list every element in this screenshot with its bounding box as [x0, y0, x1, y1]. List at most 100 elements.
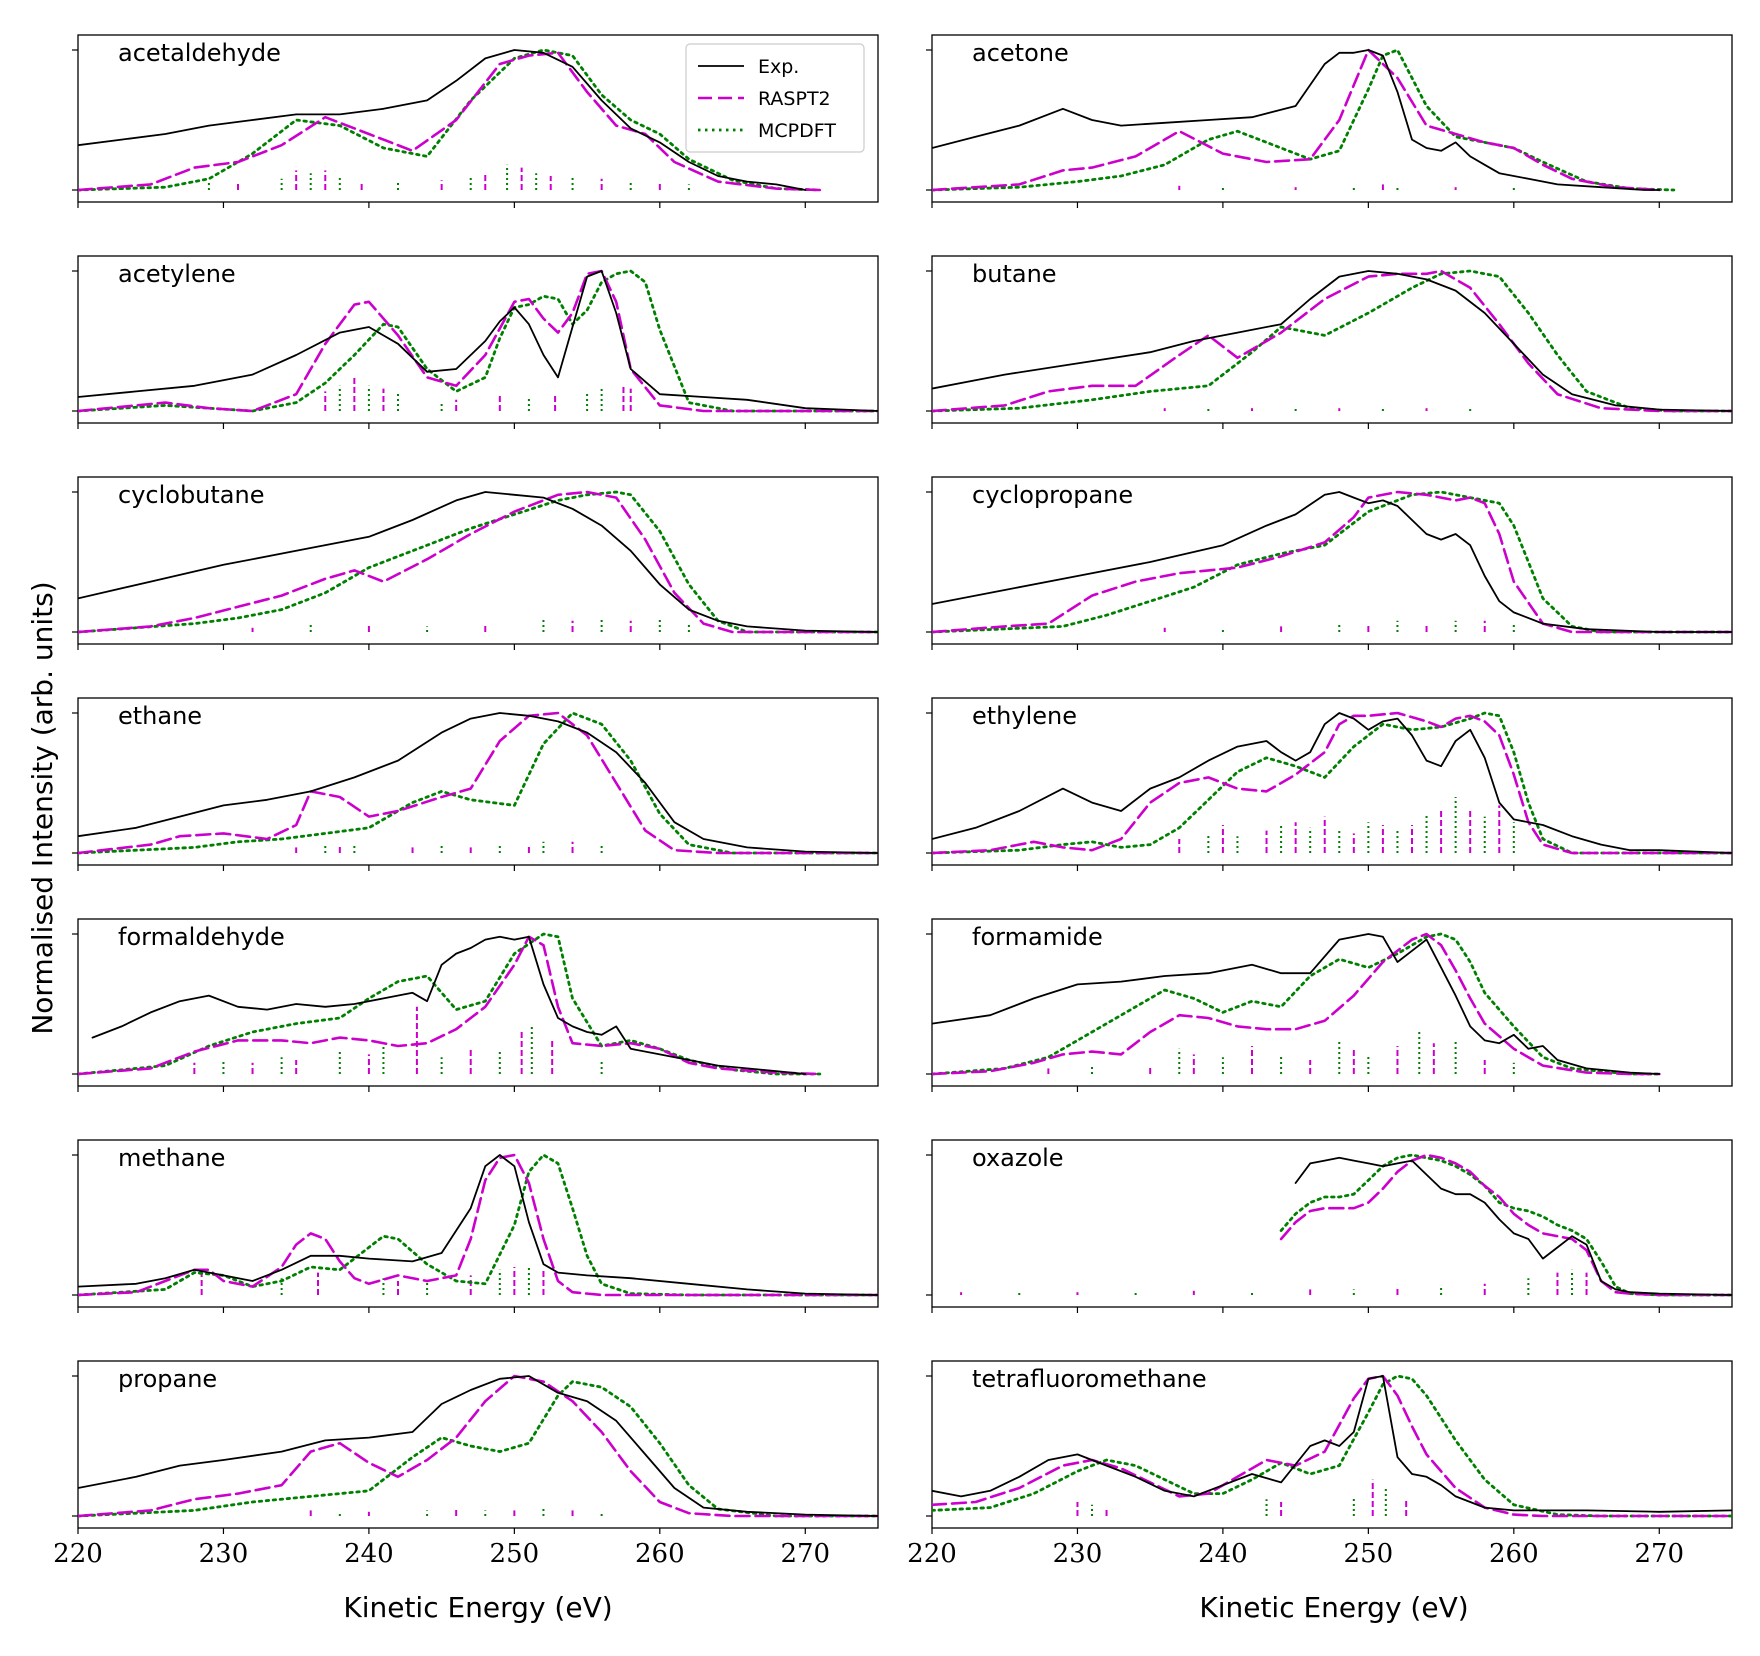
- panel-acetylene: acetylene: [72, 255, 879, 429]
- legend: Exp. RASPT2 MCPDFT: [685, 43, 865, 153]
- panel-title: cyclopropane: [972, 481, 1133, 509]
- panel-title: tetrafluoromethane: [972, 1365, 1207, 1393]
- panel-frame: [931, 918, 1733, 1087]
- series-raspt2-line: [78, 935, 822, 1076]
- panel-frame: [77, 1139, 879, 1308]
- series-mcpdft-line: [932, 269, 1732, 413]
- series-raspt2-line: [932, 48, 1661, 192]
- series-raspt2-line: [78, 1374, 878, 1518]
- series-mcpdft-line: [78, 1153, 878, 1297]
- series-mcpdft-line: [78, 1380, 878, 1518]
- panel-acetaldehyde: acetaldehyde: [72, 34, 879, 208]
- plot-area: [78, 269, 878, 413]
- x-tick-label: 270: [780, 1539, 830, 1569]
- plot-area: [78, 1153, 878, 1297]
- panel-title: propane: [118, 1365, 217, 1393]
- series-raspt2-line: [932, 1374, 1732, 1518]
- series-mcpdft-line: [78, 711, 878, 855]
- panel-title: acetaldehyde: [118, 39, 281, 67]
- series-exp-line: [78, 712, 878, 854]
- panel-frame: [931, 34, 1733, 203]
- panel-ethane: ethane: [72, 697, 879, 871]
- series-exp-line: [932, 1375, 1732, 1513]
- series-raspt2-line: [932, 269, 1732, 413]
- series-raspt2-line: [78, 269, 878, 413]
- series-raspt2-line: [932, 711, 1732, 855]
- panel-formamide: formamide: [926, 918, 1733, 1092]
- panel-title: ethylene: [972, 702, 1077, 730]
- plot-area: [932, 711, 1732, 855]
- panel-title: acetylene: [118, 260, 236, 288]
- panel-frame: [77, 918, 879, 1087]
- panel-ethylene: ethylene: [926, 697, 1733, 871]
- series-mcpdft-line: [932, 490, 1732, 634]
- panel-title: butane: [972, 260, 1057, 288]
- legend-label-exp: Exp.: [758, 56, 799, 78]
- series-raspt2-line: [78, 51, 822, 192]
- panels-grid: acetaldehyde acetone acetylene butane cyclob…: [72, 34, 1733, 1534]
- panel-title: cyclobutane: [118, 481, 264, 509]
- plot-area: [78, 932, 822, 1076]
- x-tick-label: 250: [1344, 1539, 1394, 1569]
- series-raspt2-line: [78, 711, 878, 855]
- panel-title: acetone: [972, 39, 1069, 67]
- panel-formaldehyde: formaldehyde: [72, 918, 879, 1092]
- series-exp-line: [932, 712, 1732, 854]
- x-tick-label: 220: [907, 1539, 957, 1569]
- panel-title: formaldehyde: [118, 923, 285, 951]
- panel-frame: [77, 34, 879, 203]
- panel-butane: butane: [926, 255, 1733, 429]
- panel-frame: [931, 255, 1733, 424]
- series-raspt2-line: [78, 1153, 878, 1297]
- panel-frame: [77, 1360, 879, 1529]
- series-raspt2-line: [78, 490, 878, 634]
- series-raspt2-line: [932, 932, 1661, 1076]
- series-exp-line: [91, 935, 807, 1075]
- panel-frame: [931, 1360, 1733, 1529]
- plot-area: [78, 490, 878, 634]
- panel-title: ethane: [118, 702, 202, 730]
- panel-frame: [77, 255, 879, 424]
- panel-oxazole: oxazole: [926, 1139, 1733, 1313]
- x-tick-label: 240: [344, 1539, 394, 1569]
- x-tick-label: 260: [635, 1539, 685, 1569]
- panel-title: formamide: [972, 923, 1103, 951]
- series-exp-line: [1294, 1156, 1732, 1296]
- x-tick-label: 250: [490, 1539, 540, 1569]
- series-mcpdft-line: [932, 48, 1676, 192]
- x-tick-label: 220: [53, 1539, 103, 1569]
- plot-area: [932, 269, 1732, 413]
- x-axis-label-left: Kinetic Energy (eV): [343, 1591, 612, 1624]
- series-exp-line: [78, 1154, 878, 1296]
- series-mcpdft-line: [1279, 1153, 1732, 1297]
- x-tick-label: 240: [1198, 1539, 1248, 1569]
- panel-acetone: acetone: [926, 34, 1733, 208]
- plot-area: [932, 48, 1676, 192]
- series-exp-line: [932, 933, 1661, 1075]
- panel-frame: [931, 476, 1733, 645]
- panel-cyclopropane: cyclopropane: [926, 476, 1733, 650]
- series-mcpdft-line: [78, 48, 822, 192]
- series-exp-line: [78, 270, 878, 412]
- series-exp-line: [78, 1375, 878, 1517]
- x-tick-labels: 220 230 240 250 260 270 220 230 240 250 260 270: [53, 1539, 1684, 1569]
- series-exp-line: [78, 491, 878, 633]
- legend-box: [685, 43, 865, 153]
- series-exp-line: [932, 491, 1732, 633]
- x-tick-label: 270: [1634, 1539, 1684, 1569]
- panel-frame: [77, 476, 879, 645]
- x-tick-label: 260: [1489, 1539, 1539, 1569]
- series-raspt2-line: [932, 490, 1732, 634]
- series-exp-line: [932, 49, 1661, 191]
- panel-cyclobutane: cyclobutane: [72, 476, 879, 650]
- panel-methane: methane: [72, 1139, 879, 1313]
- series-mcpdft-line: [78, 490, 878, 634]
- panel-frame: [931, 1139, 1733, 1308]
- series-mcpdft-line: [78, 269, 878, 413]
- series-exp-line: [932, 270, 1732, 412]
- panel-frame: [77, 697, 879, 866]
- x-tick-label: 230: [1053, 1539, 1103, 1569]
- y-axis-label: Normalised Intensity (arb. units): [26, 581, 59, 1034]
- legend-label-raspt2: RASPT2: [758, 88, 831, 110]
